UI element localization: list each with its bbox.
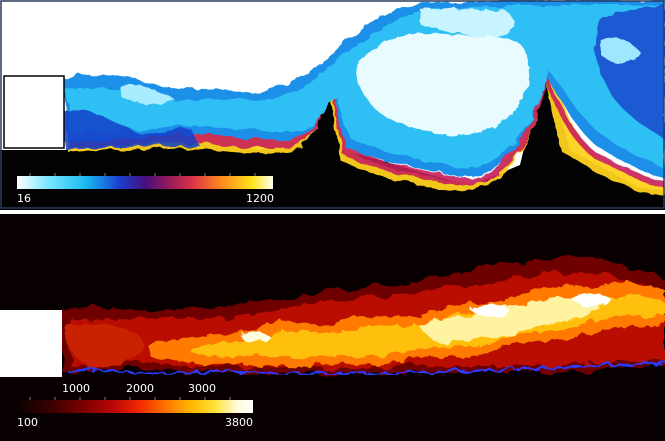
hot-streaks: [150, 282, 665, 368]
contour-line: [65, 361, 665, 375]
bottom-field-image: [0, 214, 665, 441]
top-colorbar: [17, 176, 273, 189]
bottom-field-panel: 1000 2000 3000 100 3800: [0, 214, 665, 441]
inlet-step: [3, 75, 65, 149]
flame-front: [68, 62, 665, 196]
bottom-contour-label-1: 1000: [62, 382, 90, 395]
inlet-step-bottom: [0, 310, 62, 377]
bottom-colorbar: [17, 400, 253, 413]
bottom-colorbar-ticks: [29, 397, 231, 400]
top-colorbar-min-label: 16: [17, 192, 31, 205]
dark-region: [0, 62, 665, 210]
bottom-colorbar-min-label: 100: [17, 416, 38, 429]
top-frame: [0, 0, 665, 209]
bottom-colorbar-max-label: 3800: [225, 416, 253, 429]
top-field-image: [0, 0, 665, 210]
top-colorbar-ticks: [29, 173, 256, 176]
bottom-contour-label-2: 2000: [126, 382, 154, 395]
bottom-contour-label-3: 3000: [188, 382, 216, 395]
top-field-panel: 16 1200: [0, 0, 665, 210]
top-colorbar-max-label: 1200: [246, 192, 274, 205]
light-region: [120, 8, 640, 136]
